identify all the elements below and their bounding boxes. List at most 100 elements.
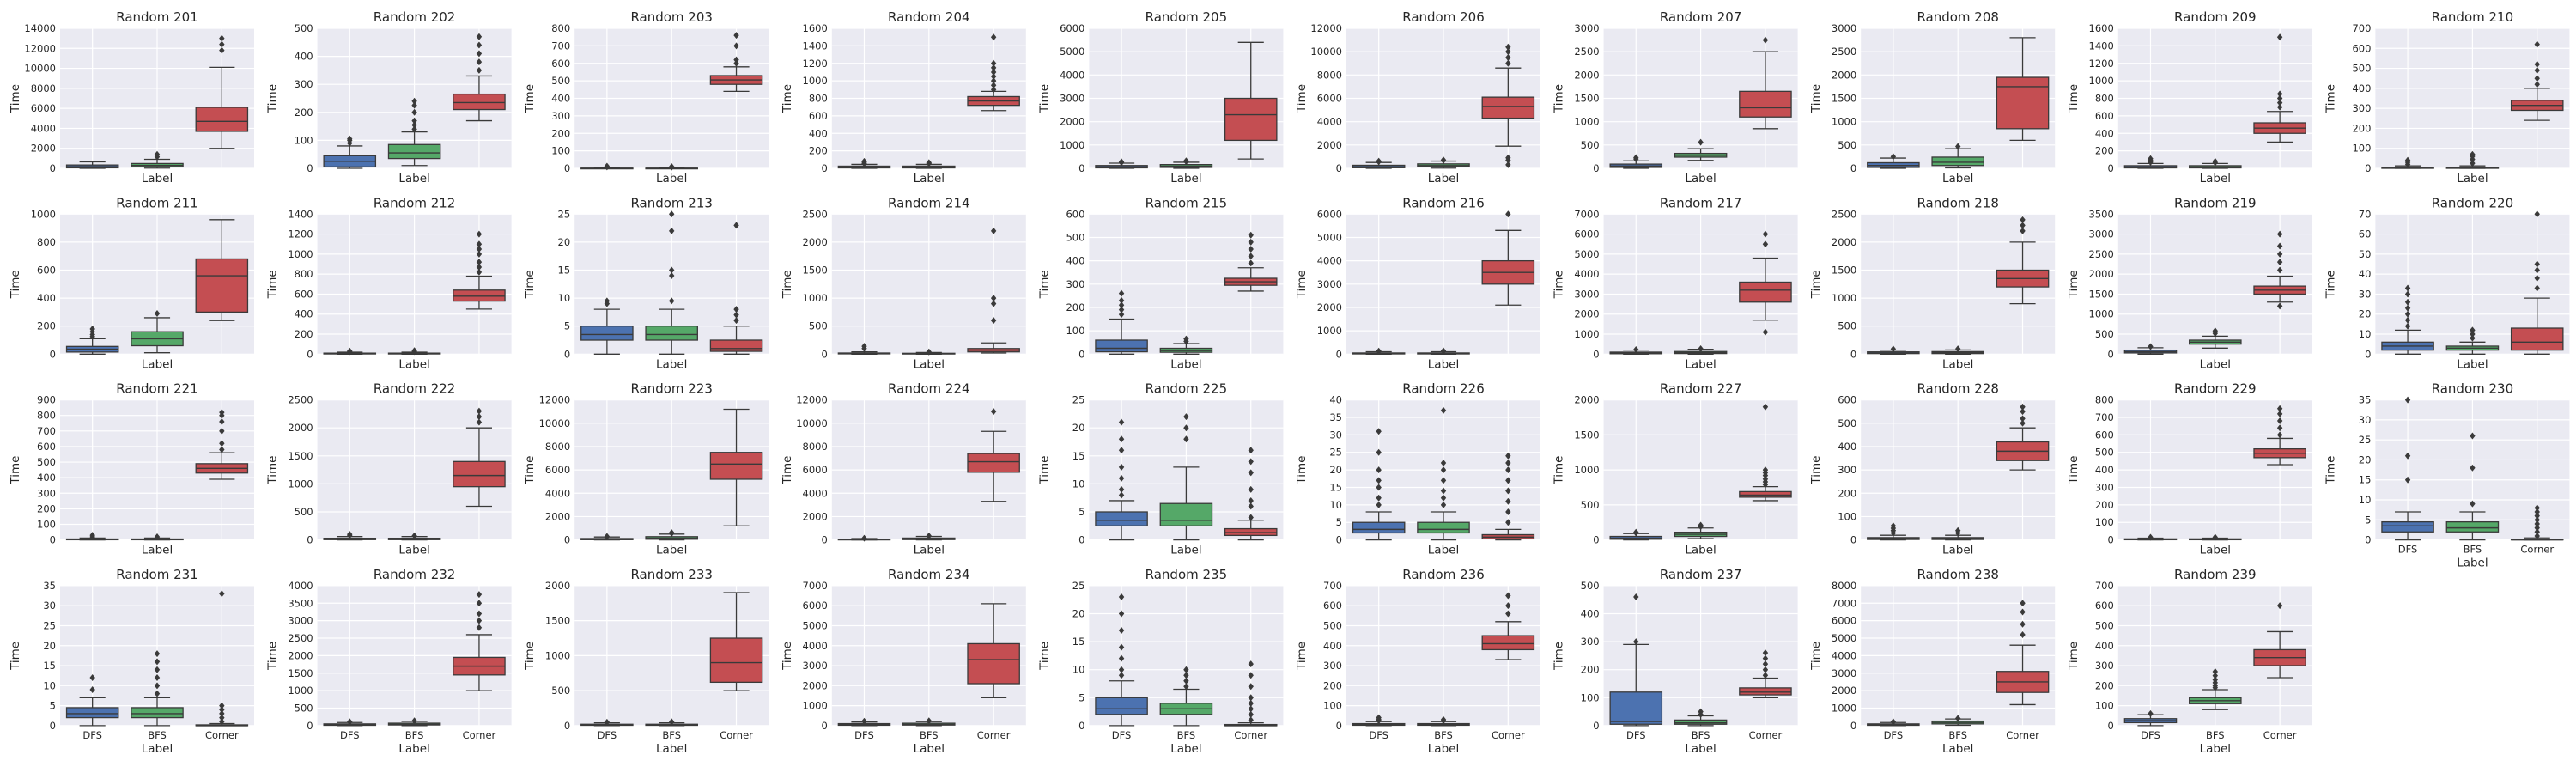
subplot-random-233: 0 500 1000 1500 2000 Random 233 Time DFS BFS Corn… — [523, 567, 769, 756]
y-tick-label: 1400 — [803, 40, 828, 52]
box-dfs — [1867, 153, 1920, 169]
y-tick-label: 50 — [2359, 248, 2372, 260]
y-tick-label: 1600 — [803, 22, 828, 34]
box-bfs — [387, 97, 441, 167]
outlier-point — [1118, 296, 1125, 304]
box-dfs — [2123, 533, 2178, 541]
y-tick-label: 1500 — [1832, 93, 1856, 105]
outlier-point — [476, 58, 483, 66]
y-tick-label: 1000 — [1574, 116, 1599, 128]
outlier-point — [1376, 477, 1382, 484]
y-axis-label: Time — [1037, 270, 1051, 299]
y-tick-label: 5000 — [1574, 248, 1599, 260]
y-axis-label: Time — [266, 642, 280, 671]
y-tick-label: 8000 — [803, 441, 828, 453]
box-bfs — [2445, 432, 2500, 541]
outlier-point — [154, 533, 161, 540]
box-bfs — [2445, 326, 2500, 355]
outlier-point — [2534, 40, 2540, 48]
y-tick-label: 700 — [2095, 411, 2114, 423]
outlier-point — [1118, 610, 1125, 618]
box-corner — [1224, 660, 1278, 727]
outlier-point — [154, 310, 161, 318]
outlier-point — [2534, 210, 2540, 218]
outlier-point — [2534, 66, 2540, 74]
outlier-point — [1505, 508, 1511, 515]
subplot-random-214: 0 500 1000 1500 2000 2500 Random 214 Time Label — [781, 195, 1026, 371]
y-tick-label: 2000 — [1317, 301, 1342, 313]
y-tick-label: 40 — [2359, 268, 2372, 280]
y-tick-label: 7000 — [1832, 597, 1856, 609]
box-dfs — [580, 162, 634, 171]
x-tick-label: DFS — [1369, 729, 1388, 741]
box-corner — [2510, 504, 2564, 541]
y-tick-label: 100 — [1838, 510, 1856, 522]
y-tick-label: 30 — [2359, 414, 2372, 426]
outlier-point — [2212, 533, 2218, 541]
outlier-point — [2470, 500, 2476, 508]
outlier-point — [990, 73, 997, 81]
y-tick-label: 1200 — [803, 58, 828, 70]
y-axis-label: Time — [266, 84, 280, 113]
y-tick-label: 500 — [295, 22, 313, 34]
y-tick-label: 300 — [37, 487, 56, 499]
y-tick-label: 0 — [2365, 162, 2371, 174]
iqr-box — [131, 707, 184, 719]
outlier-point — [1633, 638, 1639, 646]
subplot-title: Random 211 — [116, 195, 198, 210]
outlier-point — [1440, 487, 1447, 495]
outlier-point — [2020, 403, 2026, 411]
y-tick-label: 0 — [564, 720, 570, 732]
outlier-point — [219, 427, 225, 435]
y-tick-label: 0 — [1850, 720, 1856, 732]
y-tick-label: 15 — [43, 660, 56, 672]
outlier-point — [1633, 154, 1639, 161]
outlier-point — [154, 650, 161, 658]
outlier-point — [347, 531, 353, 539]
y-tick-label: 300 — [2352, 102, 2371, 114]
x-tick-label: BFS — [1948, 729, 1967, 741]
y-tick-label: 0 — [1078, 348, 1084, 360]
outlier-point — [1248, 259, 1254, 267]
box-corner — [1739, 230, 1792, 336]
y-tick-label: 400 — [1581, 608, 1600, 620]
outlier-point — [669, 210, 675, 218]
x-axis-label: Label — [1685, 742, 1716, 756]
outlier-point — [411, 121, 417, 129]
y-tick-label: 70 — [2359, 208, 2372, 220]
outlier-point — [2470, 334, 2476, 342]
outlier-point — [1118, 672, 1125, 679]
y-tick-label: 600 — [295, 288, 313, 300]
outlier-point — [411, 97, 417, 105]
box-corner — [967, 408, 1020, 502]
box-corner — [1739, 36, 1792, 130]
y-axis-label: Time — [2067, 84, 2081, 113]
outlier-point — [89, 685, 95, 693]
box-dfs — [2123, 343, 2178, 355]
y-tick-label: 0 — [1336, 348, 1342, 360]
outlier-point — [347, 718, 353, 726]
x-axis-label: Label — [398, 357, 429, 371]
y-tick-label: 40 — [1329, 394, 1342, 406]
outlier-point — [1440, 156, 1447, 164]
iqr-box — [2510, 327, 2564, 351]
subplot-random-210: 0 100 200 300 400 500 600 700 Random 210 Time Labe… — [2324, 9, 2570, 186]
y-tick-label: 1000 — [803, 75, 828, 87]
y-tick-label: 0 — [1078, 534, 1084, 546]
y-tick-label: 7000 — [803, 580, 828, 592]
box-bfs — [645, 162, 698, 171]
subplot-random-215: 0 100 200 300 400 500 600 Random 215 Time Label — [1037, 195, 1284, 371]
outlier-point — [926, 532, 932, 539]
x-tick-label: Corner — [1749, 729, 1783, 741]
y-tick-label: 600 — [551, 58, 570, 70]
y-tick-label: 25 — [1072, 394, 1085, 406]
x-tick-label: DFS — [340, 729, 360, 741]
y-tick-label: 2000 — [288, 649, 313, 661]
outlier-point — [2276, 405, 2283, 412]
iqr-box — [2445, 520, 2500, 533]
subplot-random-236: 0 100 200 300 400 500 600 700 Random 236 Time DFS B… — [1295, 567, 1540, 756]
outlier-point — [1248, 694, 1254, 702]
outlier-point — [1248, 502, 1254, 510]
outlier-point — [990, 300, 997, 307]
